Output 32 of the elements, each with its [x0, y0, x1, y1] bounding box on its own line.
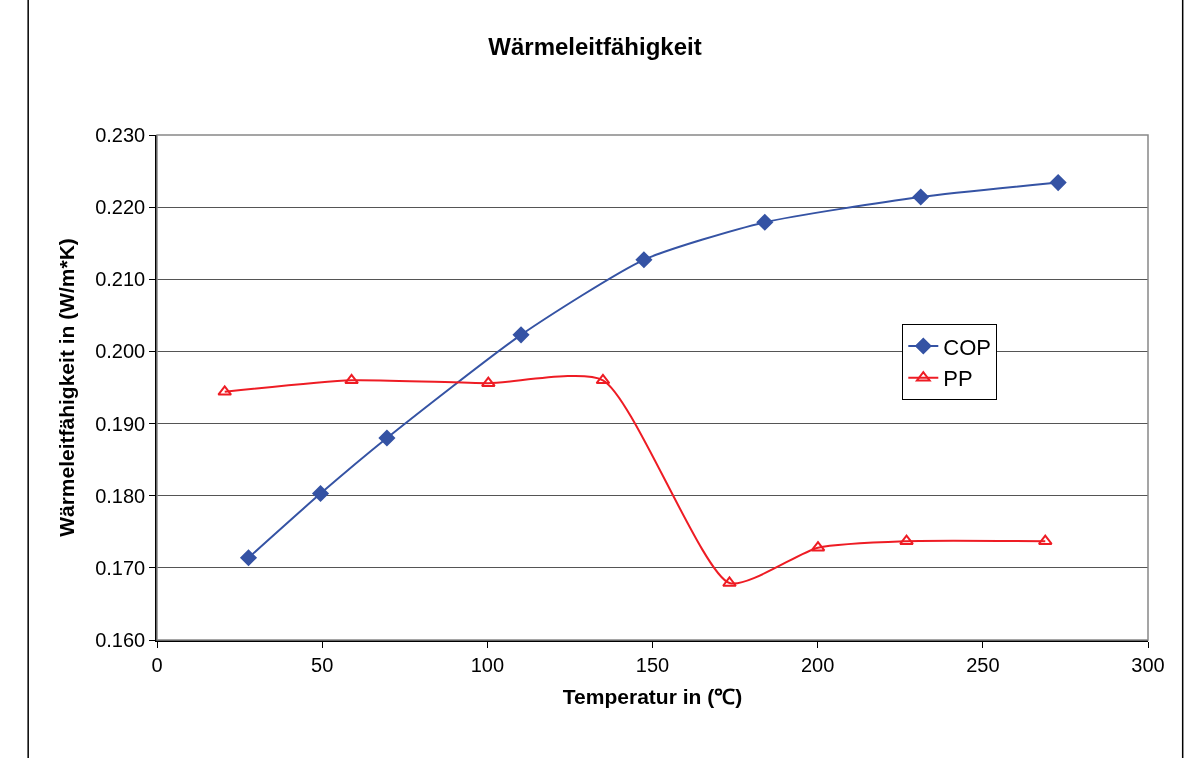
- point: [240, 549, 257, 566]
- x-tick-label: 200: [800, 653, 835, 676]
- point: [312, 485, 329, 502]
- point: [1050, 174, 1067, 191]
- x-axis-title: Temperatur in (℃): [562, 685, 743, 709]
- y-tick-label: 0.210: [95, 268, 146, 291]
- x-tick-label: 0: [151, 653, 163, 676]
- point: [378, 429, 396, 447]
- chart-title: Wärmeleitfähigkeit: [488, 32, 702, 60]
- point: [512, 326, 530, 343]
- y-tick-label: 0.220: [95, 196, 146, 219]
- legend-label: COP: [943, 334, 991, 360]
- x-tick-label: 100: [470, 653, 505, 676]
- y-tick-label: 0.180: [95, 484, 146, 507]
- point: [595, 373, 611, 385]
- y-tick-label: 0.160: [95, 629, 146, 651]
- y-tick-label: 0.190: [95, 412, 146, 435]
- x-tick-label: 50: [311, 653, 334, 676]
- y-tick-label: 0.230: [95, 124, 146, 146]
- x-tick-label: 150: [635, 653, 670, 676]
- y-axis-title: Wärmeleitfähigkeit in (W/m*K): [54, 238, 78, 537]
- y-tick-label: 0.200: [95, 340, 146, 363]
- point: [912, 188, 929, 206]
- point: [635, 251, 653, 268]
- legend-label: PP: [943, 366, 973, 392]
- x-tick-label: 300: [1131, 653, 1165, 676]
- point: [899, 534, 914, 545]
- point: [722, 576, 737, 587]
- point: [756, 214, 773, 231]
- point: [344, 373, 359, 385]
- x-tick-label: 250: [966, 653, 1000, 676]
- y-tick-label: 0.170: [95, 556, 146, 579]
